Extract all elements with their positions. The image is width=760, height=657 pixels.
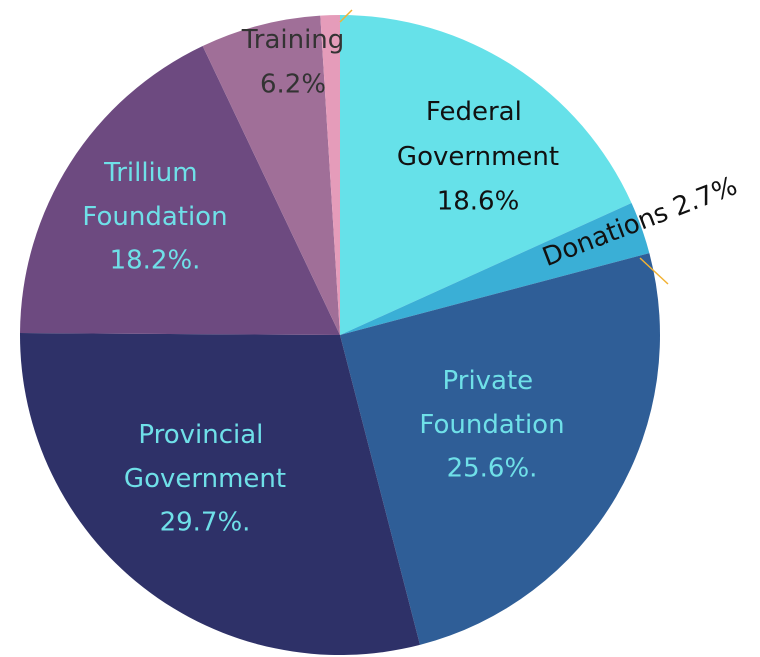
value-label: 6.2%	[260, 70, 326, 100]
slice	[202, 15, 340, 336]
slice-label: Trillium Foundation	[82, 158, 227, 232]
slice-label: Private Foundation	[419, 366, 564, 440]
slice-label: Federal Government	[397, 97, 559, 172]
slice	[340, 15, 632, 335]
leader-line	[339, 9, 353, 23]
slice	[20, 45, 340, 335]
value-label: 2.7%	[669, 171, 741, 223]
value-label: 25.6%.	[447, 454, 538, 484]
slice	[340, 253, 660, 645]
slice	[19, 333, 420, 655]
leader-line	[639, 257, 669, 285]
slice-label: Training	[241, 25, 345, 55]
value-label: 29.7%.	[160, 508, 251, 538]
pie	[19, 15, 660, 655]
slice-label: Provincial Government	[124, 420, 286, 494]
slice	[320, 15, 340, 335]
slice	[340, 203, 650, 335]
value-label: 18.6%	[437, 187, 520, 217]
value-label: 18.2%.	[110, 246, 201, 276]
